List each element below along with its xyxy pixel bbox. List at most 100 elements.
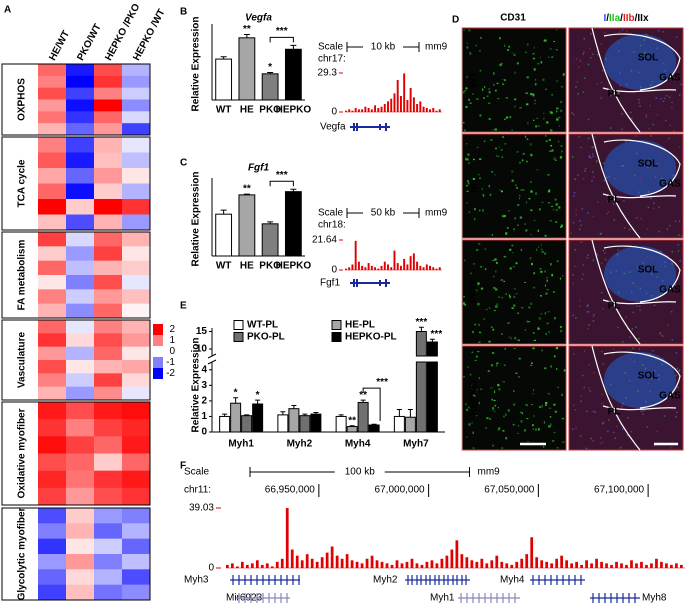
vessel-speck bbox=[466, 184, 468, 187]
vessel-speck bbox=[467, 366, 469, 368]
vessel-speck bbox=[493, 72, 495, 75]
y-tick-label: 4 bbox=[201, 364, 207, 375]
fiber-speck bbox=[617, 326, 619, 329]
heatmap-cell bbox=[94, 402, 123, 420]
vessel-speck bbox=[548, 331, 550, 333]
vessel-speck bbox=[562, 274, 564, 277]
vessel-speck bbox=[512, 423, 515, 426]
bar bbox=[261, 223, 279, 257]
fiber-speck bbox=[666, 228, 669, 230]
vessel-speck bbox=[503, 280, 506, 283]
heatmap-cell bbox=[38, 99, 67, 112]
heatmap-cell bbox=[94, 214, 123, 231]
heatmap-cell bbox=[66, 111, 95, 124]
fiber-speck bbox=[609, 383, 612, 386]
heatmap-cell bbox=[66, 386, 95, 401]
fiber-speck bbox=[660, 254, 662, 256]
fiber-speck bbox=[572, 428, 574, 430]
vessel-speck bbox=[493, 287, 496, 289]
vessel-speck bbox=[494, 404, 497, 407]
heatmap-cell bbox=[66, 453, 95, 471]
heatmap-cell bbox=[38, 508, 67, 524]
region-label: PL bbox=[608, 89, 621, 100]
fiber-speck bbox=[641, 371, 644, 374]
vessel-speck bbox=[534, 99, 536, 102]
heatmap-cell bbox=[38, 168, 67, 184]
vessel-speck bbox=[484, 248, 487, 250]
signal-bar bbox=[490, 560, 494, 568]
bar bbox=[230, 402, 242, 433]
vessel-speck bbox=[482, 194, 485, 197]
signal-bar bbox=[610, 564, 613, 568]
vessel-speck bbox=[559, 226, 563, 229]
vessel-speck bbox=[466, 42, 468, 44]
fiber-speck bbox=[656, 276, 658, 278]
fiber-speck bbox=[614, 437, 617, 440]
signal-bar bbox=[615, 561, 618, 568]
vessel-speck bbox=[479, 114, 482, 117]
vessel-speck bbox=[492, 444, 494, 447]
fiber-speck bbox=[632, 51, 635, 53]
fiber-speck bbox=[606, 200, 609, 203]
vessel-speck bbox=[511, 244, 514, 247]
signal-bar bbox=[580, 564, 583, 568]
vessel-speck bbox=[547, 202, 550, 204]
fiber-speck bbox=[580, 400, 582, 403]
vessel-speck bbox=[505, 116, 509, 119]
vessel-speck bbox=[518, 197, 521, 200]
axis-break bbox=[207, 359, 217, 365]
signal-bar bbox=[399, 96, 402, 112]
signal-bar bbox=[350, 560, 354, 568]
signal-bar bbox=[425, 108, 428, 112]
fiber-speck bbox=[584, 167, 587, 170]
vessel-speck bbox=[554, 159, 557, 161]
vessel-speck bbox=[533, 272, 536, 275]
vessel-speck bbox=[513, 347, 516, 350]
fiber-speck bbox=[604, 252, 606, 254]
signal-bar bbox=[605, 563, 608, 568]
fiber-speck bbox=[575, 427, 577, 429]
fiber-speck bbox=[592, 315, 595, 318]
vessel-speck bbox=[505, 232, 508, 235]
bar-upper bbox=[415, 331, 427, 357]
fiber-speck bbox=[647, 71, 649, 74]
signal-bar bbox=[380, 106, 383, 112]
vessel-speck bbox=[532, 393, 534, 395]
fiber-speck bbox=[654, 60, 656, 62]
vessel-speck bbox=[464, 403, 468, 405]
fiber-speck bbox=[648, 353, 651, 356]
error-bar bbox=[222, 413, 228, 417]
vessel-speck bbox=[491, 351, 495, 354]
fiber-speck bbox=[635, 152, 638, 155]
gene-model bbox=[236, 593, 290, 603]
error-bar bbox=[267, 221, 274, 224]
fiber-speck bbox=[640, 44, 642, 47]
scale-bar bbox=[249, 467, 471, 477]
vessel-speck bbox=[547, 392, 551, 395]
x-tick-label: Myh1 bbox=[228, 439, 254, 450]
fiber-speck bbox=[635, 135, 638, 137]
heatmap-cell bbox=[94, 168, 123, 184]
vessel-speck bbox=[544, 252, 547, 255]
signal-bar bbox=[635, 563, 638, 568]
vessel-speck bbox=[524, 329, 526, 331]
fiber-speck bbox=[675, 374, 678, 377]
heatmap-cell bbox=[66, 470, 95, 489]
vessel-speck bbox=[496, 303, 499, 305]
vessel-speck bbox=[532, 347, 535, 350]
fiber-speck bbox=[636, 266, 639, 269]
panel-label: D bbox=[452, 15, 459, 26]
vessel-speck bbox=[549, 150, 552, 152]
chrom: chr18: bbox=[318, 220, 346, 231]
fiber-speck bbox=[602, 249, 605, 252]
heatmap-cell bbox=[122, 346, 151, 361]
signal-bar bbox=[655, 558, 658, 568]
vessel-speck bbox=[560, 145, 563, 147]
vessel-speck bbox=[563, 369, 566, 372]
vessel-speck bbox=[477, 282, 480, 285]
vessel-speck bbox=[463, 296, 466, 298]
vessel-speck bbox=[494, 410, 496, 413]
x-tick-label: 67,050,000 bbox=[484, 485, 534, 496]
colorbar-label: -1 bbox=[166, 357, 175, 368]
signal-bar bbox=[380, 561, 384, 568]
